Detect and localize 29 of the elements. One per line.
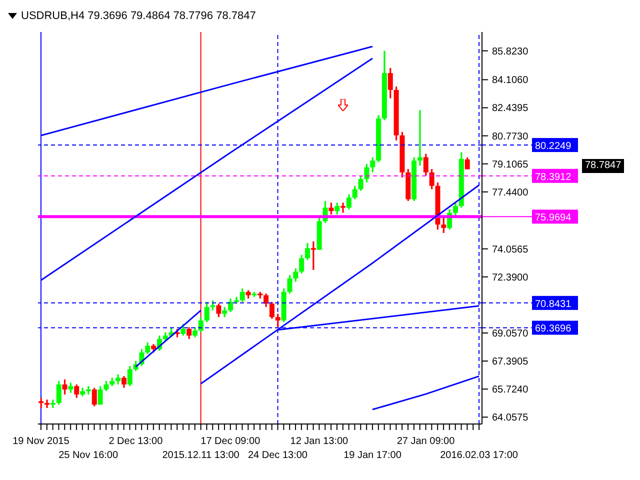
ref-line-label: 70.8431 xyxy=(535,298,572,310)
y-tick-label: 64.0575 xyxy=(492,412,529,424)
y-tick-label: 67.3905 xyxy=(492,356,529,368)
y-tick-label: 65.7240 xyxy=(492,384,529,396)
y-tick-label: 79.1065 xyxy=(492,159,529,170)
y-tick-label: 85.8230 xyxy=(492,46,529,58)
y-tick-label: 74.0565 xyxy=(492,244,529,256)
x-tick-label: 2 Dec 13:00 xyxy=(108,436,164,447)
x-tick-label: 2016.02.03 17:00 xyxy=(440,450,518,461)
y-tick-label: 77.4400 xyxy=(492,187,529,198)
ref-line-label: 78.3912 xyxy=(535,172,572,183)
y-tick-label: 80.7730 xyxy=(492,131,529,142)
ref-line-label: 75.9694 xyxy=(535,212,572,224)
y-tick-label: 82.4395 xyxy=(492,103,529,114)
x-tick-label: 19 Jan 17:00 xyxy=(344,450,402,461)
ref-line-label: 80.2249 xyxy=(535,141,572,152)
y-tick-label: 84.1060 xyxy=(492,75,529,86)
x-tick-label: 27 Jan 09:00 xyxy=(396,436,456,447)
y-tick-label: 72.3900 xyxy=(492,272,529,284)
chart-title: USDRUB,H4 79.3696 79.4864 78.7796 78.7847 xyxy=(21,10,256,22)
text: 78.7847 xyxy=(582,158,624,173)
x-tick-label: 17 Dec 09:00 xyxy=(200,436,261,447)
x-tick-label: 25 Nov 16:00 xyxy=(58,450,118,461)
ref-line-label: 69.3696 xyxy=(535,324,572,335)
x-tick-label: 12 Jan 13:00 xyxy=(290,436,349,447)
x-tick-label: 2015.12.11 13:00 xyxy=(162,450,240,461)
y-tick-label: 69.0570 xyxy=(492,328,529,340)
x-tick-label: 24 Dec 13:00 xyxy=(248,450,308,461)
x-tick-label: 19 Nov 2015 xyxy=(12,436,70,447)
